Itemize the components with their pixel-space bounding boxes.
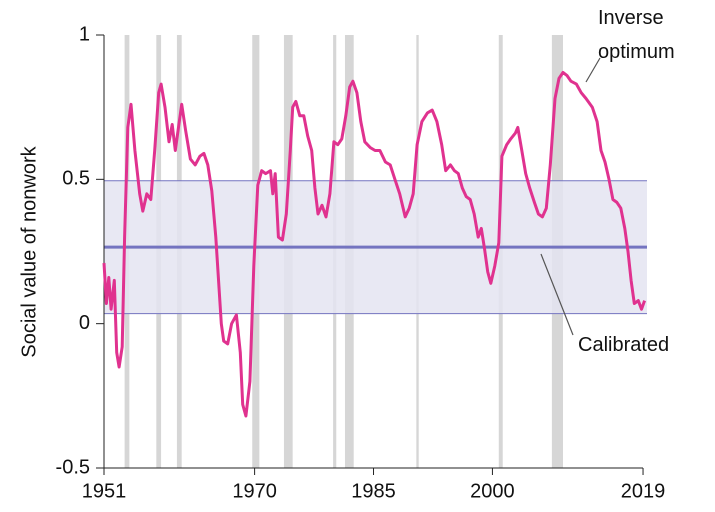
- y-tick-label: -0.5: [56, 456, 90, 478]
- series-line: [102, 71, 647, 418]
- y-tick-label: 0.5: [62, 168, 90, 190]
- leader-line: [540, 253, 574, 336]
- x-tick-label: 1985: [351, 480, 396, 502]
- calibrated-annotation: Calibrated: [578, 334, 670, 356]
- x-tick-label: 2000: [470, 480, 515, 502]
- x-tick-label: 1951: [82, 480, 127, 502]
- y-tick-label: 0: [79, 312, 90, 334]
- y-tick-label: 1: [79, 23, 90, 45]
- x-tick-label: 2019: [621, 480, 666, 502]
- series-annotation: Inverse optimum: [598, 7, 675, 63]
- x-tick-label: 1970: [232, 480, 277, 502]
- y-axis-label: Social value of nonwork: [18, 145, 40, 357]
- leader-line: [585, 57, 601, 83]
